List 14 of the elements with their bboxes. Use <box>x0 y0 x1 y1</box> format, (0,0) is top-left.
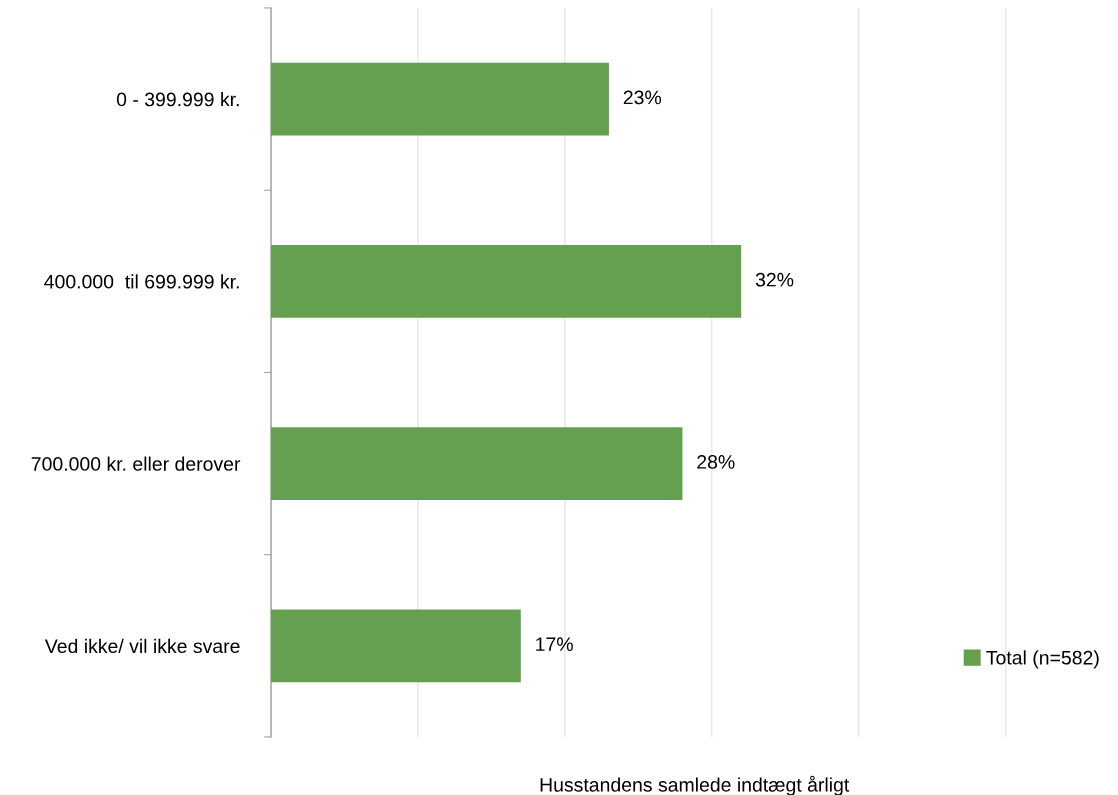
y-tick-label: 0 - 399.999 kr. <box>116 92 239 107</box>
data-label: 28% <box>697 455 735 469</box>
bar <box>271 62 609 136</box>
y-tick-label: Ved ikke/ vil ikke svare <box>44 638 240 654</box>
y-tick-label: 700.000 kr. eller derover <box>31 456 241 471</box>
data-label: 23% <box>623 90 662 105</box>
legend-label: Total (n=582) <box>986 650 1099 669</box>
bar <box>271 427 683 501</box>
bar <box>271 609 521 683</box>
x-axis-title: Husstandens samlede indtægt årligt <box>540 775 850 795</box>
y-tick-label: 400.000 til 699.999 kr. <box>44 274 239 289</box>
bar <box>271 244 742 318</box>
data-label: 32% <box>755 272 794 287</box>
data-label: 17% <box>536 637 573 651</box>
